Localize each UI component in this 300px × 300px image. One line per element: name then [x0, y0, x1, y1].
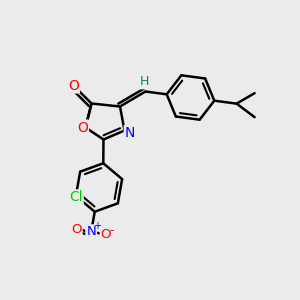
Text: O: O [68, 79, 79, 92]
Text: -: - [109, 224, 114, 237]
Text: N: N [86, 225, 96, 238]
Text: +: + [93, 221, 101, 231]
Text: N: N [125, 126, 135, 140]
Text: O: O [71, 223, 82, 236]
Text: O: O [101, 228, 111, 241]
Text: Cl: Cl [69, 190, 83, 204]
Text: H: H [139, 75, 149, 88]
Text: O: O [77, 121, 88, 134]
